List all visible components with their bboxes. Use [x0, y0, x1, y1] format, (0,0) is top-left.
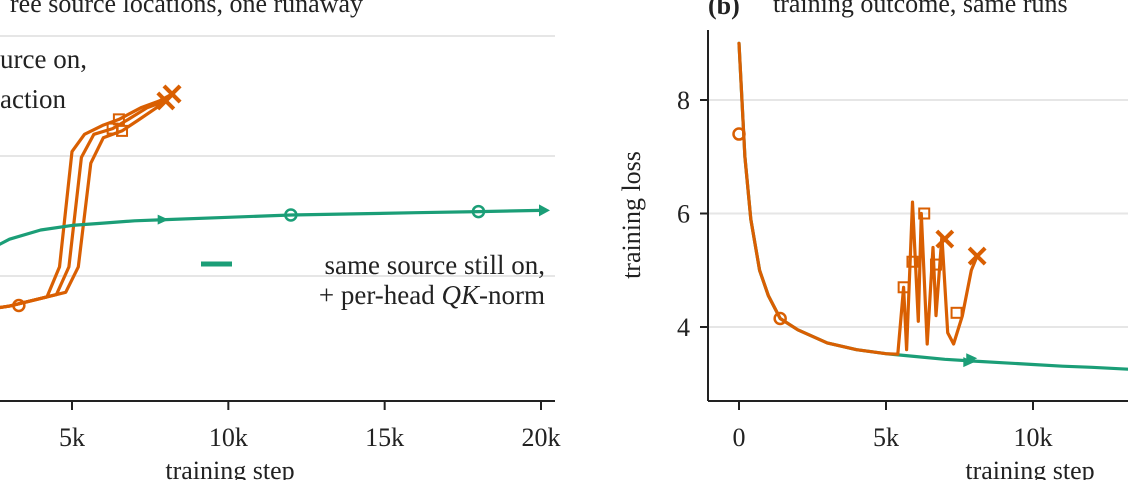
panel-b-grid: [708, 99, 1128, 328]
panel-b-y-tick-label: 8: [677, 86, 690, 115]
panel-b-hexagon-marker: [773, 311, 787, 326]
panel-a-x-tick-label: 10k: [209, 423, 248, 452]
panel-a-series: [0, 92, 543, 310]
panel-b-y-tick-label: 6: [677, 200, 690, 229]
panel-a-square-marker: [116, 124, 129, 137]
panel-a-x-ticks: 5k 10k 15k 20k: [59, 401, 561, 452]
panel-b-square-marker: [906, 255, 919, 268]
panel-a-arrow-marker: [539, 204, 550, 217]
panel-a-title: ree source locations, one runaway: [10, 0, 363, 18]
panel-b-series-line-1: [737, 41, 979, 356]
panel-b-square-marker: [897, 281, 910, 294]
panel-b-label: (b): [708, 0, 740, 20]
panel-b-x-ticks: 0 5k 10k: [733, 401, 1053, 452]
panel-b-square-marker: [950, 306, 963, 319]
panel-a-x-tick-label: 15k: [365, 423, 404, 452]
panel-a-annotation-line-1: urce on,: [0, 44, 87, 74]
panel-b-square-marker: [929, 258, 942, 271]
panel-a-annotation-line-2: action: [0, 84, 66, 114]
panel-a-end-cross-marker: [162, 84, 182, 104]
panel-b-hexagon-marker: [732, 127, 746, 141]
panel-b-x-tick-label: 10k: [1014, 423, 1053, 452]
panel-b-x-axis-label: training step: [965, 456, 1094, 480]
panel-a-series-line-3: [0, 208, 543, 246]
panel-a-legend-line-2: + per-head QK-norm: [319, 280, 545, 310]
panel-a-series-line-2: [0, 92, 174, 310]
panel-a-series-line-1: [0, 99, 168, 310]
panel-a-orange-hexagon-marker: [12, 298, 26, 313]
panel-a-triangle-marker: [157, 214, 169, 225]
panel-b-series-line-0: [737, 41, 1128, 371]
panel-a-x-tick-label: 20k: [522, 423, 561, 452]
panel-b-triangle-marker: [963, 357, 975, 368]
panel-b-x-tick-label: 5k: [873, 423, 899, 452]
panel-b-x-tick-label: 0: [733, 423, 746, 452]
panel-b-markers: [732, 127, 987, 368]
panel-b-end-cross-marker: [967, 246, 987, 266]
panel-b-y-axis-label: training loss: [617, 151, 646, 279]
panel-b: (b) training outcome, same runs 0 5k 10k 4…: [617, 0, 1128, 485]
panel-b-series: [737, 41, 1128, 371]
panel-a-x-tick-label: 5k: [59, 423, 85, 452]
panel-b-y-ticks: 4 6 8: [677, 86, 708, 342]
panel-a-legend-line-1: same source still on,: [325, 250, 545, 280]
panel-b-end-cross-marker: [935, 229, 955, 249]
panel-a-hexagon-marker: [284, 208, 298, 222]
panel-a-square-marker: [112, 113, 125, 126]
panel-a: ree source locations, one runaway 5k 10k 1…: [0, 0, 561, 485]
panel-a-grid: [0, 35, 555, 277]
panel-b-square-marker: [918, 207, 931, 220]
panel-a-markers: [12, 84, 550, 313]
panel-b-y-tick-label: 4: [677, 313, 690, 342]
panel-a-hexagon-marker: [471, 204, 486, 219]
panel-b-title: training outcome, same runs: [773, 0, 1068, 18]
panel-a-x-axis-label: training step: [165, 456, 294, 480]
